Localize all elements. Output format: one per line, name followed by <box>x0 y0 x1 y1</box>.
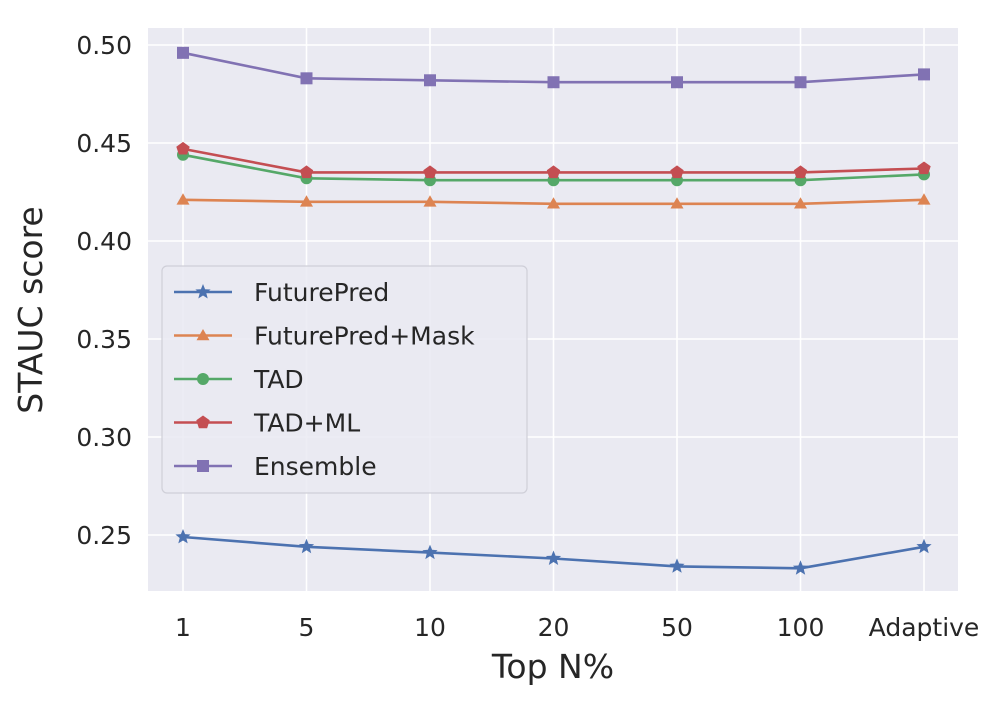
data-point <box>423 165 437 179</box>
data-point <box>177 46 189 59</box>
series-ensemble <box>177 46 930 89</box>
data-point <box>794 76 807 89</box>
data-point <box>917 193 931 205</box>
y-tick-label: 0.45 <box>76 129 132 158</box>
x-tick-label: 50 <box>661 613 693 642</box>
x-tick-label: 100 <box>777 613 825 642</box>
legend-entry: Ensemble <box>174 452 377 481</box>
data-point <box>670 197 684 209</box>
legend-marker <box>196 415 210 429</box>
x-axis-label: Top N% <box>491 647 614 686</box>
y-tick-label: 0.50 <box>76 31 132 60</box>
data-point <box>669 558 685 573</box>
data-point <box>670 165 684 179</box>
x-tick-label: 5 <box>299 613 315 642</box>
series-tad-ml <box>176 141 931 179</box>
data-point <box>298 538 315 554</box>
data-point <box>794 197 807 209</box>
data-point <box>793 165 808 179</box>
legend-entry: TAD <box>174 365 304 394</box>
y-tick-label: 0.35 <box>76 325 132 354</box>
data-point <box>792 560 809 575</box>
legend-entry: TAD+ML <box>174 409 360 438</box>
data-point <box>917 161 931 175</box>
data-point <box>176 141 190 155</box>
legend-label: TAD <box>253 365 304 394</box>
data-point <box>546 165 561 179</box>
data-point <box>300 195 313 207</box>
x-tick-labels: 1 5 10 20 50 100 Adaptive <box>175 613 979 642</box>
data-point <box>299 165 314 179</box>
series-futurepred <box>175 529 932 575</box>
legend-marker <box>197 460 209 472</box>
legend-frame <box>161 265 528 494</box>
legend-label: Ensemble <box>254 452 377 481</box>
y-tick-label: 0.30 <box>76 423 132 452</box>
series-futurepred-mask <box>176 193 931 209</box>
legend-label: TAD+ML <box>253 409 360 438</box>
data-point <box>918 68 930 81</box>
x-tick-label: Adaptive <box>869 613 980 642</box>
y-tick-labels: 0.25 0.30 0.35 0.40 0.45 0.50 <box>76 31 132 550</box>
data-point <box>545 550 562 565</box>
x-tick-label: 1 <box>175 613 191 642</box>
data-point <box>547 197 560 209</box>
x-tick-label: 10 <box>414 613 446 642</box>
data-point <box>916 538 932 554</box>
y-axis-label: STAUC score <box>11 206 50 413</box>
data-point <box>671 76 683 89</box>
legend-marker <box>195 284 211 299</box>
legend-marker <box>196 329 210 341</box>
data-point <box>175 529 191 544</box>
series-layer <box>175 46 932 575</box>
legend: FuturePred FuturePred+Mask TAD TAD+ML Ensemb… <box>161 265 528 494</box>
y-tick-label: 0.25 <box>76 521 132 550</box>
legend-marker <box>197 373 209 385</box>
data-point <box>423 195 437 207</box>
x-tick-label: 20 <box>538 613 570 642</box>
y-tick-label: 0.40 <box>76 227 132 256</box>
legend-label: FuturePred <box>254 278 389 307</box>
data-point <box>547 76 560 89</box>
data-point <box>422 544 438 560</box>
legend-entry: FuturePred+Mask <box>174 322 475 351</box>
legend-label: FuturePred+Mask <box>254 322 475 351</box>
data-point <box>424 74 436 87</box>
data-point <box>300 72 313 85</box>
data-point <box>176 193 190 205</box>
legend-entry: FuturePred <box>174 278 389 307</box>
